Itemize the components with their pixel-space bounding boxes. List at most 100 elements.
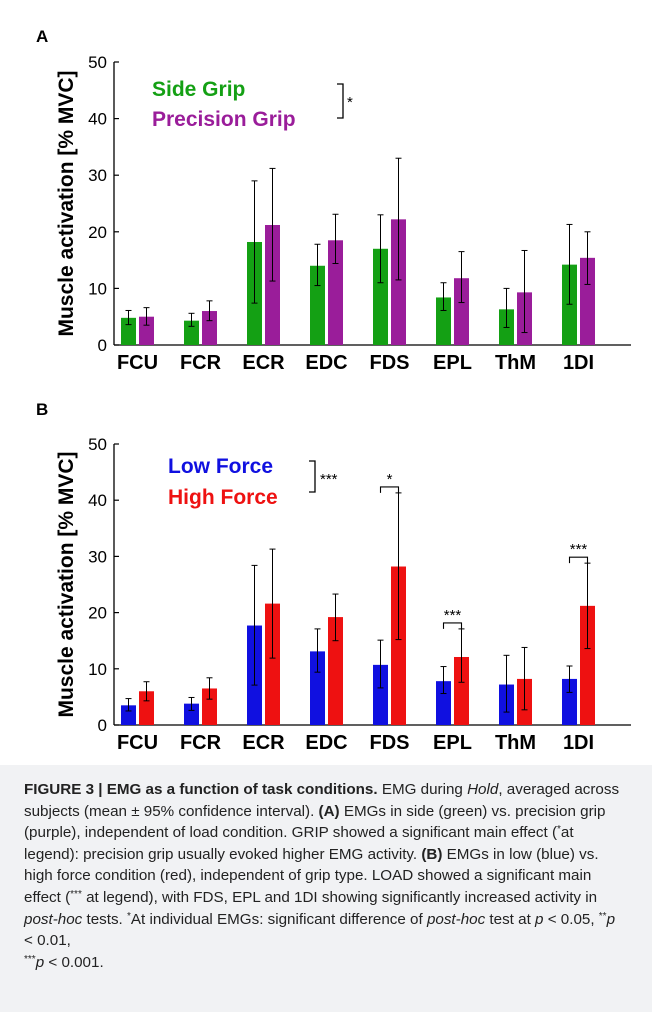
caption-text: EMGs in low (blue) vs. high force condit… (24, 845, 599, 906)
bar-b-ecr-1 (265, 603, 280, 725)
caption-text: < 0.01, (24, 932, 71, 950)
x-tick-label: ECR (242, 732, 285, 754)
x-tick-label: FCR (180, 352, 222, 374)
y-tick-label: 40 (88, 491, 107, 510)
caption-superscript: * (127, 910, 131, 922)
caption-figure-label: FIGURE 3 | EMG as a function of task con… (24, 781, 378, 798)
bar-a-epl-1 (454, 278, 469, 345)
x-tick-label: 1DI (563, 732, 594, 754)
caption-text: At individual EMGs: significant differen… (130, 910, 427, 928)
bar-a-fcu-0 (121, 317, 136, 345)
caption-superscript: *** (70, 888, 82, 900)
legend-significance-label: *** (320, 471, 338, 488)
y-tick-label: 40 (88, 110, 107, 129)
bar-b-edc-1 (328, 617, 343, 725)
caption-text: EMGs in side (green) vs. precision grip … (24, 802, 606, 842)
bar-a-1di-1 (580, 257, 595, 345)
caption-text: at legend): precision grip usually evoke… (24, 824, 574, 863)
caption-text: test at (485, 910, 536, 928)
x-tick-label: ECR (242, 352, 285, 374)
y-tick-label: 50 (88, 435, 107, 454)
x-tick-label: EPL (433, 732, 472, 754)
caption-text: , averaged across subjects (mean ± 95% c… (24, 781, 620, 820)
legend-label: Side Grip (152, 78, 245, 101)
y-tick-label: 30 (88, 166, 107, 185)
bar-a-1di-0 (562, 264, 577, 345)
caption-text: < 0.05, (543, 910, 599, 928)
bar-a-fds-0 (373, 248, 388, 345)
caption-panel-a-label: (A) (318, 802, 340, 820)
y-tick-label: 30 (88, 547, 107, 566)
caption-italic-hold: Hold (467, 781, 499, 798)
caption-panel-b-label: (B) (421, 845, 443, 863)
y-axis-label: Muscle activation [% MVC] (55, 70, 78, 336)
legend-significance-bracket (337, 83, 344, 119)
figure: A Muscle activation [% MVC] 0 10 20 30 40 50 FCU… (36, 27, 631, 754)
caption-superscript: * (557, 824, 561, 836)
bar-b-fcu-1 (139, 691, 154, 725)
bar-a-fcu-1 (139, 316, 154, 345)
y-tick-label: 0 (98, 336, 107, 355)
bar-b-fcr-0 (184, 703, 199, 725)
bar-b-1di-0 (562, 678, 577, 725)
legend-label: Low Force (168, 455, 273, 478)
x-tick-label: FCU (117, 352, 158, 374)
x-tick-label: EDC (305, 352, 347, 374)
bar-b-epl-0 (436, 681, 451, 725)
bar-a-fcr-0 (184, 320, 199, 345)
caption-italic-p: p (35, 953, 45, 971)
caption-superscript: ** (598, 910, 607, 922)
x-tick-label: ThM (495, 352, 536, 374)
panel-b: B Muscle activation [% MVC] 0 10 20 30 40 50 FCU… (36, 400, 631, 754)
caption-superscript: *** (24, 953, 36, 965)
x-tick-label: FCU (117, 732, 158, 754)
caption-italic-p: p (535, 910, 544, 928)
x-tick-label: EPL (433, 352, 472, 374)
bar-b-epl-1 (454, 656, 469, 725)
panel-letter: A (36, 27, 48, 46)
y-tick-label: 0 (98, 716, 107, 735)
pair-significance-label: *** (444, 607, 462, 624)
panel-a: A Muscle activation [% MVC] 0 10 20 30 40 50 FCU… (36, 27, 631, 374)
y-axis-label: Muscle activation [% MVC] (55, 451, 78, 717)
y-tick-label: 20 (88, 223, 107, 242)
legend-significance-bracket (309, 460, 316, 493)
bar-b-fcr-1 (202, 688, 217, 725)
bar-a-edc-1 (328, 240, 343, 345)
pair-significance-label: * (387, 471, 393, 488)
caption-text: at legend), with FDS, EPL and 1DI showin… (81, 888, 598, 906)
y-tick-label: 10 (88, 279, 107, 298)
x-tick-label: FDS (370, 732, 410, 754)
x-tick-label: FDS (370, 352, 410, 374)
x-tick-label: ThM (495, 732, 536, 754)
legend-label: Precision Grip (152, 108, 296, 131)
x-tick-label: FCR (180, 732, 222, 754)
bar-a-fds-1 (391, 219, 406, 345)
caption-text: EMG during (377, 781, 468, 798)
caption-italic-p: p (606, 910, 616, 928)
pair-significance-bracket (379, 486, 400, 493)
pair-significance-label: *** (570, 541, 588, 558)
y-tick-label: 20 (88, 604, 107, 623)
bar-a-fcr-1 (202, 311, 217, 345)
y-tick-label: 10 (88, 660, 107, 679)
pair-significance-bracket (568, 556, 589, 564)
caption-italic: post-hoc (426, 910, 486, 928)
bar-b-fds-1 (391, 566, 406, 725)
bar-a-ecr-1 (265, 225, 280, 345)
bar-a-edc-0 (310, 265, 325, 345)
bar-b-edc-0 (310, 651, 325, 725)
figure-caption: FIGURE 3 | EMG as a function of task con… (0, 765, 652, 1012)
pair-significance-bracket (442, 622, 463, 629)
bar-b-1di-1 (580, 605, 595, 725)
y-tick-label: 50 (88, 53, 107, 72)
caption-text: < 0.001. (44, 953, 104, 971)
panel-letter: B (36, 400, 48, 419)
legend-significance-label: * (347, 94, 353, 111)
caption-italic: post-hoc (24, 910, 83, 928)
bar-b-fcu-0 (121, 705, 136, 725)
caption-text: tests. (82, 910, 127, 928)
bar-a-epl-0 (436, 297, 451, 345)
x-tick-label: EDC (305, 732, 347, 754)
bar-b-fds-0 (373, 664, 388, 725)
